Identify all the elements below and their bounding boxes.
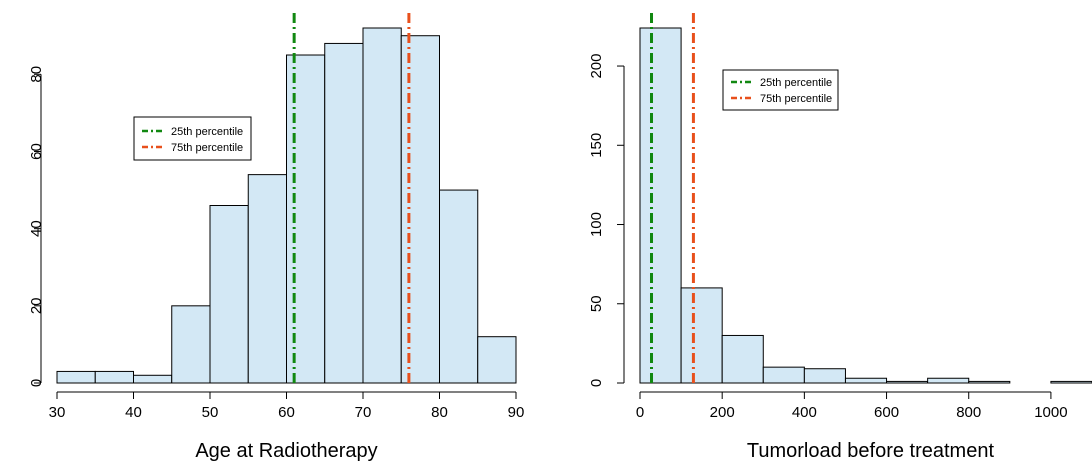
chart-1-x-tick-label: 30 [49, 404, 66, 421]
chart-1-bar [171, 305, 211, 384]
chart-2-y-tick-label: 50 [588, 295, 605, 312]
chart-1-bar [477, 336, 517, 384]
chart-2-bar [1050, 380, 1092, 384]
chart-1-bar [324, 42, 364, 384]
chart-1-plot: 30 40 50 60 70 80 90 0 20 40 60 80 Age at Radiothera… [28, 13, 524, 462]
chart-1-bar [362, 27, 402, 384]
chart-1-y-tick-label: 20 [28, 297, 45, 314]
chart-1-x-tick-label: 90 [508, 404, 525, 421]
chart-2-y-tick-label: 0 [588, 379, 605, 387]
chart-2-bar [844, 377, 888, 384]
chart-1-bar [94, 370, 134, 384]
chart-2-legend: 25th percentile 75th percentile [722, 69, 839, 111]
chart-1-y-tick-label: 80 [28, 66, 45, 83]
chart-1-bar [133, 374, 173, 384]
chart-1-x-tick-label: 60 [278, 404, 295, 421]
chart-2-x-tick-label: 800 [956, 404, 981, 421]
chart-2-legend-box [722, 69, 839, 111]
chart-2-x-tick-label: 600 [874, 404, 899, 421]
chart-1-x-tick-label: 50 [202, 404, 219, 421]
chart-2-y-tick-label: 150 [588, 133, 605, 158]
chart-2-bar [927, 377, 970, 384]
chart-2-x-tick-label: 200 [710, 404, 735, 421]
chart-1-bar [286, 54, 326, 384]
chart-1-legend: 25th percentile 75th percentile [133, 116, 252, 161]
chart-2-x-tick-label: 400 [792, 404, 817, 421]
chart-2-bar [968, 380, 1011, 384]
chart-1-x-tick-label: 40 [125, 404, 142, 421]
chart-1-legend-label: 75th percentile [171, 142, 243, 154]
chart-1-x-tick-label: 70 [355, 404, 372, 421]
chart-2-y-tick-label: 200 [588, 54, 605, 79]
chart-2-x-axis-title: Tumorload before treatment [747, 440, 995, 462]
chart-1-bar [400, 35, 440, 384]
chart-2-bar [803, 368, 846, 384]
chart-2-plot: 0 200 400 600 800 1000 0 50 100 150 200 Tumorload b… [588, 13, 1092, 462]
chart-1-x-tick-label: 80 [431, 404, 448, 421]
chart-2-bar [639, 27, 682, 384]
chart-1-bar [209, 205, 249, 384]
chart-2-y-tick-label: 100 [588, 212, 605, 237]
chart-2-x-tick-label: 1000 [1034, 404, 1067, 421]
chart-1-y-tick-label: 0 [28, 379, 45, 387]
chart-2-x-tick-label: 0 [636, 404, 644, 421]
chart-1-bar [247, 174, 287, 384]
chart-1-y-tick-label: 60 [28, 143, 45, 160]
chart-1-x-axis-title: Age at Radiotherapy [195, 440, 377, 462]
chart-2-bar [721, 334, 764, 384]
chart-2-legend-label: 25th percentile [760, 77, 832, 89]
chart-2-bar [762, 366, 805, 384]
chart-1-bar [56, 370, 96, 384]
chart-1-y-tick-label: 40 [28, 220, 45, 237]
chart-1-legend-box [133, 116, 252, 161]
chart-1-bar [439, 189, 479, 384]
chart-2-legend-label: 75th percentile [760, 93, 832, 105]
chart-2-bar [680, 287, 723, 384]
chart-2-bar [886, 380, 929, 384]
chart-1-legend-label: 25th percentile [171, 126, 243, 138]
